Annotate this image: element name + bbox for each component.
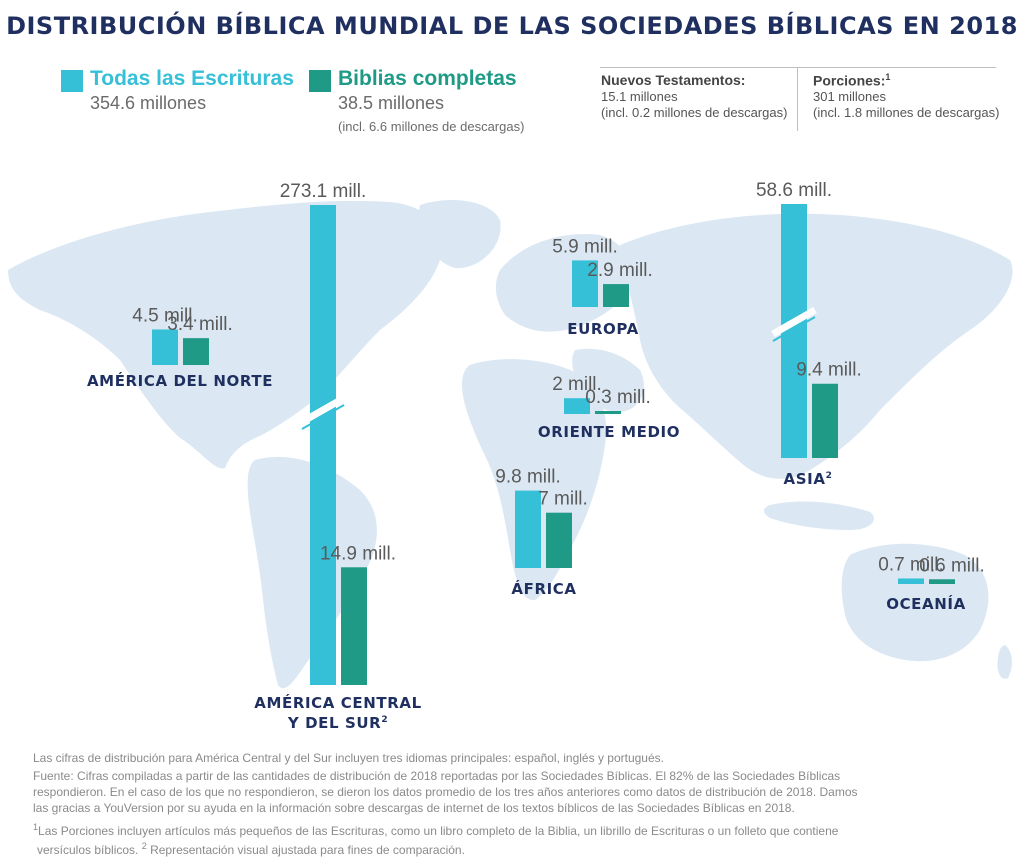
footnote-source-3: las gracias a YouVersion por su ayuda en… [33,801,795,815]
bar-bibles-europa [603,284,629,307]
value-label-scriptures-américa-del-norte: 4.5 mill. [132,305,197,326]
map-indonesia [764,501,874,530]
portions-heading: Porciones:1 [813,72,890,89]
legend-swatch-bibles [309,70,331,92]
map-asia [620,213,1013,479]
bar-scriptures-oriente-medio [564,398,590,414]
bar-bibles-oceanía [929,579,955,584]
summary-divider [797,67,798,131]
value-label-scriptures-asia: 58.6 mill. [756,180,832,201]
new-testaments-note: (incl. 0.2 millones de descargas) [601,105,788,120]
region-label-line2-américa-central: Y DEL SUR2 [287,714,388,732]
value-label-scriptures-áfrica: 9.8 mill. [495,467,560,488]
region-footnote-mark: 2 [381,715,388,725]
bar-scriptures-oceanía [898,578,924,584]
footnote-1-text: Las Porciones incluyen artículos más peq… [38,824,839,838]
bar-scriptures-asia [781,204,807,458]
value-label-bibles-áfrica: 7 mill. [538,489,588,510]
world-map [8,200,1013,689]
footnote-1-mark: 1 [33,822,39,832]
bar-scriptures-áfrica [515,490,541,568]
portions-note: (incl. 1.8 millones de descargas) [813,105,1000,120]
bar-scriptures-américa-del-norte [152,329,178,365]
legend-note-bibles: (incl. 6.6 millones de descargas) [338,119,525,134]
portions-footnote-mark: 1 [885,72,891,82]
portions-value: 301 millones [813,89,886,104]
value-label-scriptures-américa-central: 273.1 mill. [280,181,367,202]
bar-bibles-oriente-medio [595,411,621,414]
region-label-áfrica: ÁFRICA [511,579,576,598]
legend-label-scriptures: Todas las Escrituras [90,67,294,90]
summary-top-rule [600,67,996,68]
map-europe [495,234,634,332]
footnote-portions-cont: versículos bíblicos. 2 Representación vi… [37,838,465,859]
map-middle-east [572,348,644,412]
bar-bibles-américa-central [341,567,367,685]
bar-bibles-asia [812,383,838,458]
map-new-zealand [997,645,1012,679]
footnote-1-cont: versículos bíblicos. [37,843,139,857]
region-label-asia: ASIA2 [784,470,833,488]
region-label-oceanía: OCEANÍA [886,594,966,613]
bar-scriptures-américa-central [310,205,336,685]
value-label-bibles-europa: 2.9 mill. [587,260,652,281]
region-label-oriente-medio: ORIENTE MEDIO [538,423,680,441]
value-label-bibles-américa-central: 14.9 mill. [320,543,396,564]
region-label-américa-central: AMÉRICA CENTRAL [254,693,422,712]
bar-scriptures-europa [572,260,598,307]
footnote-2-mark: 2 [141,841,147,851]
footnote-source-2: respondieron. En el caso de los que no r… [33,785,858,799]
legend-value-bibles: 38.5 millones [338,93,445,113]
axis-break-asia [771,306,817,338]
footnote-source-1: Fuente: Cifras compiladas a partir de la… [33,769,841,783]
footnote-portions: 1Las Porciones incluyen artículos más pe… [33,819,838,840]
bars-layer: 4.5 mill.3.4 mill. AMÉRICA DEL NORTE 273.1… [87,180,985,732]
value-label-bibles-oceanía: 0.6 mill. [919,555,984,576]
bar-bibles-américa-del-norte [183,338,209,365]
legend-label-bibles: Biblias completas [338,67,517,90]
new-testaments-value: 15.1 millones [601,89,678,104]
new-testaments-heading: Nuevos Testamentos: [601,72,746,88]
world-distribution-chart: 4.5 mill.3.4 mill. AMÉRICA DEL NORTE 273.1… [8,180,1013,732]
value-label-bibles-oriente-medio: 0.3 mill. [585,387,650,408]
bar-bibles-áfrica [546,512,572,568]
region-label-américa-del-norte: AMÉRICA DEL NORTE [87,371,273,390]
legend-swatch-scriptures [61,70,83,92]
value-label-scriptures-europa: 5.9 mill. [552,236,617,257]
value-label-bibles-américa-del-norte: 3.4 mill. [167,314,232,335]
chart-title: DISTRIBUCIÓN BÍBLICA MUNDIAL DE LAS SOCI… [6,12,1018,40]
portions-heading-text: Porciones: [813,72,886,89]
value-label-scriptures-oceanía: 0.7 mill. [878,554,943,575]
map-greenland [419,200,501,269]
legend-value-scriptures: 354.6 millones [90,93,207,113]
axis-break-edge-asia [772,316,816,342]
axis-break-américa-central [300,394,346,426]
value-label-scriptures-oriente-medio: 2 mill. [552,374,602,395]
axis-break-edge-américa-central [301,404,345,430]
map-australia [841,543,989,662]
value-label-bibles-asia: 9.4 mill. [796,360,861,381]
footnote-2-text: Representación visual ajustada para fine… [150,843,465,857]
region-footnote-mark: 2 [826,471,833,481]
region-label-europa: EUROPA [567,320,639,338]
footnote-languages: Las cifras de distribución para América … [33,751,664,765]
